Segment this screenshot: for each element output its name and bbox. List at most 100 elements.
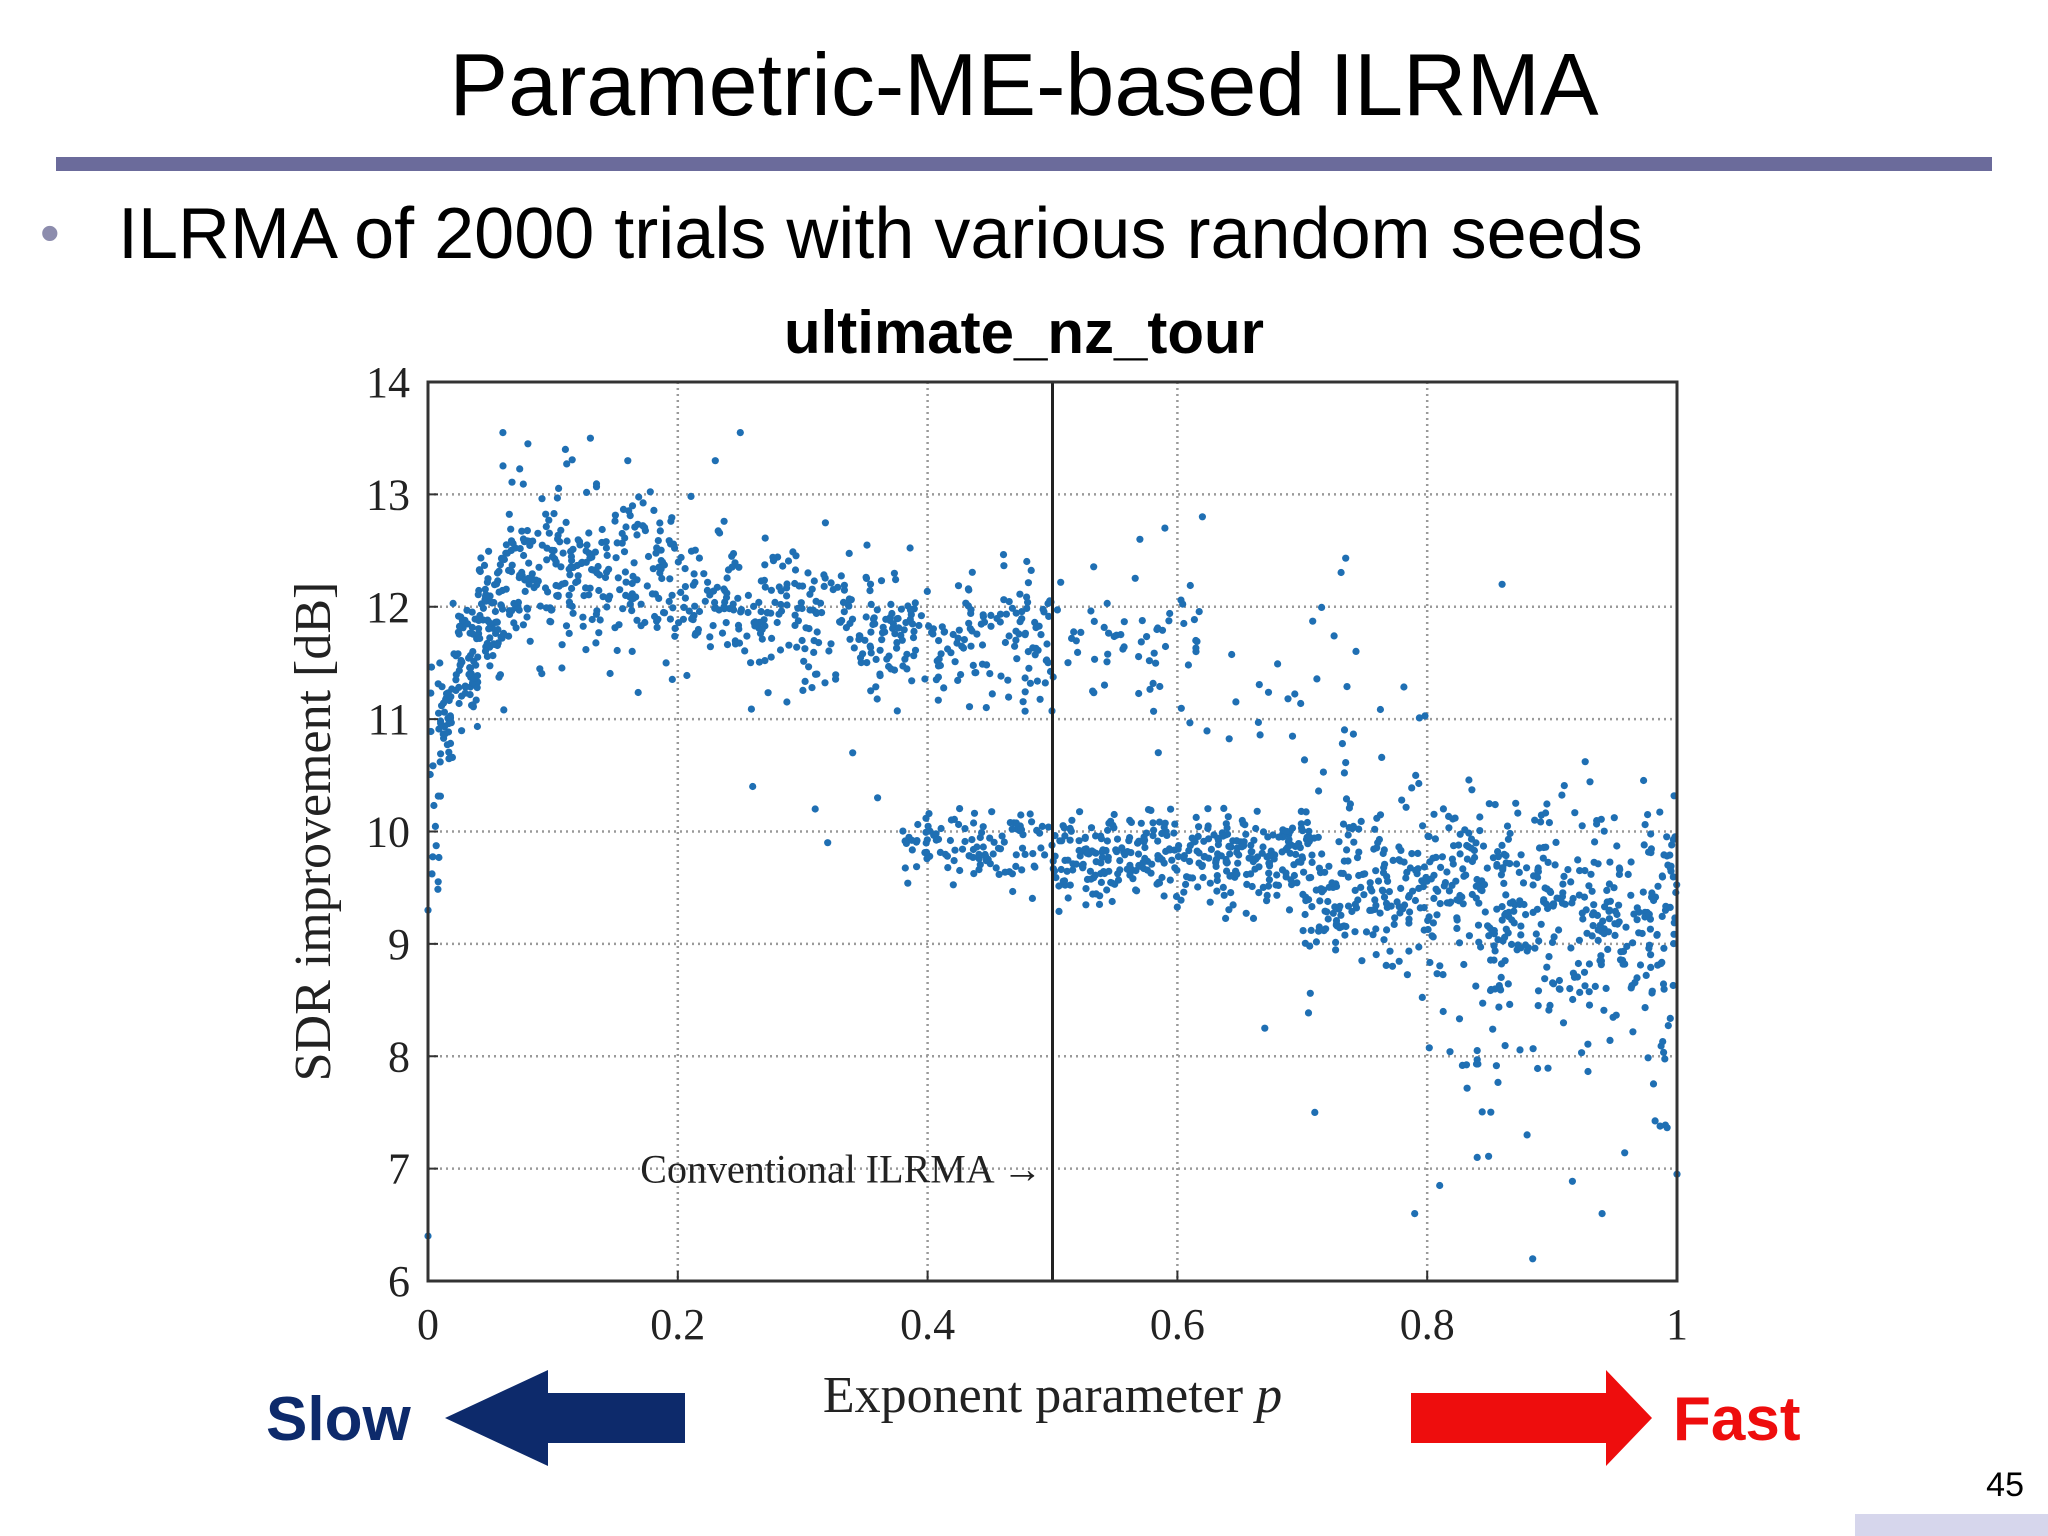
data-point <box>1651 1117 1659 1125</box>
data-point <box>495 588 503 596</box>
data-point <box>1324 897 1332 906</box>
data-point <box>1633 904 1641 912</box>
data-point <box>558 580 566 588</box>
data-point <box>455 612 463 620</box>
data-point <box>485 625 493 633</box>
data-point <box>909 634 918 642</box>
data-point <box>965 619 973 627</box>
data-point <box>619 505 628 513</box>
data-point <box>1044 823 1053 831</box>
data-point <box>1063 867 1071 875</box>
data-point <box>1315 787 1323 795</box>
data-point <box>1645 941 1654 949</box>
data-point <box>798 636 806 645</box>
data-point <box>1097 835 1105 843</box>
data-point <box>427 663 436 671</box>
data-point <box>779 562 787 570</box>
data-point <box>615 621 623 629</box>
data-point <box>1642 971 1650 980</box>
data-point <box>1421 712 1429 720</box>
data-point <box>1419 822 1427 830</box>
data-point <box>1173 866 1181 874</box>
data-point <box>1264 688 1273 696</box>
data-point <box>1340 857 1348 865</box>
data-point <box>1043 640 1051 648</box>
corner-decoration <box>1855 1514 2048 1536</box>
data-point <box>1150 826 1158 834</box>
data-point <box>486 662 494 670</box>
data-point <box>634 688 642 697</box>
data-point <box>1315 927 1323 935</box>
data-point <box>805 663 813 671</box>
data-point <box>1026 679 1034 687</box>
data-point <box>791 621 799 630</box>
data-point <box>1587 870 1595 878</box>
data-point <box>550 509 558 518</box>
data-point <box>1646 925 1654 933</box>
data-point <box>825 647 833 655</box>
data-point <box>1412 866 1420 875</box>
data-point <box>1000 596 1008 604</box>
data-point <box>1382 961 1390 970</box>
data-point <box>1255 681 1263 689</box>
data-point <box>547 606 555 614</box>
data-point <box>955 626 963 634</box>
data-point <box>1612 1011 1620 1019</box>
data-point <box>1214 841 1222 849</box>
data-point <box>1192 636 1200 645</box>
data-point <box>969 853 977 862</box>
data-point <box>1372 901 1380 910</box>
data-point <box>906 615 914 624</box>
data-point <box>1472 982 1480 990</box>
data-point <box>497 601 505 609</box>
data-point <box>1663 833 1671 841</box>
data-point <box>709 622 717 630</box>
data-point <box>970 819 978 827</box>
data-point <box>1541 884 1549 892</box>
data-point <box>1207 845 1215 854</box>
data-point <box>1304 1009 1313 1017</box>
data-point <box>436 758 444 766</box>
data-point <box>465 654 473 662</box>
data-point <box>1232 698 1240 706</box>
data-point <box>1127 865 1135 873</box>
data-point <box>1219 832 1227 840</box>
data-point <box>956 805 964 813</box>
data-point <box>519 480 527 488</box>
data-point <box>861 636 869 644</box>
data-point <box>1606 897 1614 905</box>
data-point <box>1395 856 1403 864</box>
data-point <box>1133 887 1141 895</box>
data-point <box>650 506 658 514</box>
data-point <box>1352 647 1360 656</box>
data-point <box>1621 1149 1629 1157</box>
data-point <box>1494 1078 1502 1086</box>
data-point <box>533 581 541 589</box>
data-point <box>439 699 448 707</box>
data-point <box>1338 740 1346 748</box>
data-point <box>932 676 941 684</box>
data-point <box>1627 858 1635 866</box>
data-point <box>895 624 903 632</box>
data-point <box>1529 1045 1537 1053</box>
data-point <box>592 610 601 618</box>
data-point <box>677 588 685 597</box>
data-point <box>1494 936 1502 944</box>
data-point <box>976 861 984 869</box>
data-point <box>529 537 537 545</box>
data-point <box>562 622 571 630</box>
data-point <box>996 845 1005 853</box>
data-point <box>910 627 918 636</box>
data-point <box>452 671 460 679</box>
data-point <box>495 673 503 681</box>
data-point <box>1143 633 1151 641</box>
data-point <box>1523 1131 1531 1139</box>
data-point <box>873 606 881 614</box>
data-point <box>1481 908 1489 916</box>
data-point <box>1383 926 1391 934</box>
data-point <box>892 576 900 584</box>
data-point <box>1510 907 1518 915</box>
data-point <box>1506 829 1514 838</box>
data-point <box>1248 848 1256 856</box>
data-point <box>1456 891 1464 900</box>
